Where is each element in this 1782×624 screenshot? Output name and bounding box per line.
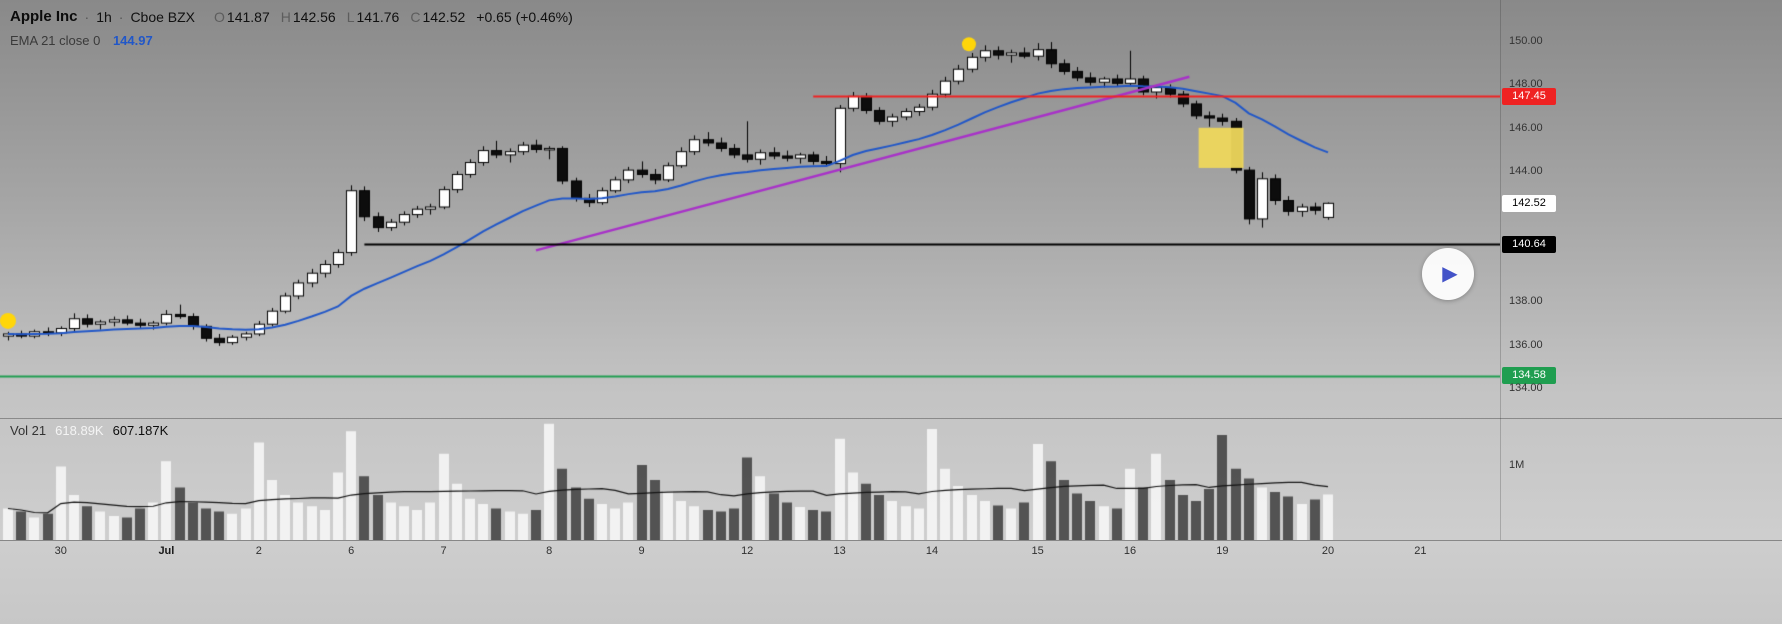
time-axis-label: 16	[1123, 545, 1137, 557]
time-axis-label: 7	[440, 545, 447, 557]
time-axis[interactable]: 30 Jul 2 6 7 8 9 12 13 14 15 16 19 20 21	[0, 541, 1500, 563]
price-tick-label: 134.00	[1509, 382, 1543, 395]
time-axis-label: 30	[54, 545, 67, 557]
time-axis-label: 20	[1321, 545, 1335, 557]
time-axis-label: 21	[1414, 545, 1427, 557]
change-value: +0.65 (+0.46%)	[476, 8, 573, 25]
symbol-name[interactable]: Apple Inc	[10, 8, 78, 25]
open-label: O	[214, 8, 225, 25]
price-badge: 140.64	[1502, 235, 1556, 253]
price-chart-canvas[interactable]	[0, 0, 1500, 540]
pane-separator[interactable]	[0, 418, 1782, 419]
high-label: H	[280, 8, 291, 25]
open-value: 141.87	[226, 8, 270, 25]
price-tick-label: 136.00	[1509, 338, 1543, 351]
volume-indicator-name[interactable]: Vol 21	[10, 423, 47, 438]
indicator-name[interactable]: EMA 21 close 0	[10, 33, 101, 48]
volume-legend: Vol 21 618.89K 607.187K	[10, 423, 168, 438]
price-badge: 142.52	[1502, 194, 1556, 212]
play-icon: ▶	[1442, 263, 1458, 285]
time-axis-label: Jul	[158, 545, 175, 557]
time-axis-label: 14	[925, 545, 939, 557]
time-axis-label: 12	[741, 545, 754, 557]
indicator-value: 144.97	[112, 33, 153, 48]
time-axis-label: 2	[255, 545, 262, 557]
legend-separator: ·	[84, 8, 90, 25]
low-value: 141.76	[356, 8, 400, 25]
price-badge: 147.45	[1502, 87, 1556, 105]
timeframe-label[interactable]: 1h	[96, 8, 112, 25]
chart-legend: Apple Inc · 1h · Cboe BZX O 141.87 H 142.5…	[10, 8, 573, 48]
time-axis-label: 13	[833, 545, 846, 557]
time-axis-label: 9	[638, 545, 645, 557]
volume-axis-label: 1M	[1509, 459, 1525, 471]
time-axis-label: 6	[348, 545, 355, 557]
price-tick-label: 144.00	[1509, 165, 1543, 178]
symbol-row: Apple Inc · 1h · Cboe BZX O 141.87 H 142.5…	[10, 8, 573, 25]
price-axis-separator	[1500, 0, 1501, 540]
volume-ma-value: 618.89K	[55, 423, 104, 438]
indicator-row: EMA 21 close 0 144.97	[10, 33, 573, 48]
low-label: L	[346, 8, 355, 25]
time-axis-separator	[0, 540, 1782, 541]
volume-last-value: 607.187K	[112, 423, 169, 438]
ohlc-values: O 141.87 H 142.56 L 141.76 C 142.52	[214, 9, 465, 25]
price-axis[interactable]: 147.45 142.52 140.64 134.58 1M 150.00 148…	[1500, 0, 1782, 562]
close-value: 142.52	[422, 8, 466, 25]
price-tick-label: 138.00	[1509, 295, 1543, 308]
price-tick-label: 146.00	[1509, 121, 1543, 134]
exchange-name[interactable]: Cboe BZX	[130, 8, 196, 25]
price-tick-label: 150.00	[1509, 35, 1543, 47]
time-axis-label: 19	[1216, 545, 1229, 557]
close-label: C	[410, 8, 421, 25]
time-axis-label: 15	[1031, 545, 1044, 557]
scroll-to-realtime-button[interactable]: ▶	[1422, 248, 1474, 300]
high-value: 142.56	[292, 8, 336, 25]
legend-separator: ·	[118, 8, 124, 25]
price-tick-label: 148.00	[1509, 78, 1543, 91]
price-badge: 134.58	[1502, 367, 1556, 385]
time-axis-label: 8	[546, 545, 553, 557]
